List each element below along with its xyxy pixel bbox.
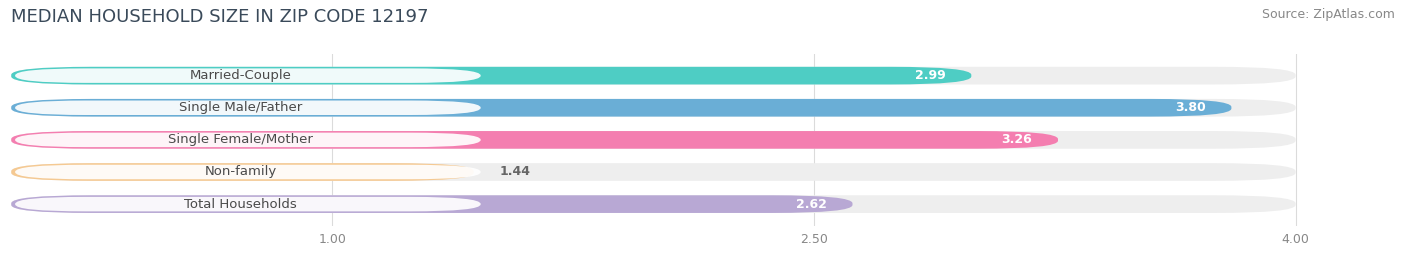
Text: Single Male/Father: Single Male/Father — [179, 101, 302, 114]
FancyBboxPatch shape — [11, 67, 972, 84]
FancyBboxPatch shape — [11, 131, 1057, 149]
Text: 3.26: 3.26 — [1001, 133, 1032, 146]
FancyBboxPatch shape — [11, 163, 1295, 181]
Text: Non-family: Non-family — [205, 165, 277, 179]
FancyBboxPatch shape — [11, 195, 852, 213]
Text: Married-Couple: Married-Couple — [190, 69, 292, 82]
FancyBboxPatch shape — [11, 163, 474, 181]
Text: 2.99: 2.99 — [915, 69, 946, 82]
Text: Total Households: Total Households — [184, 198, 297, 211]
Text: Single Female/Mother: Single Female/Mother — [169, 133, 314, 146]
FancyBboxPatch shape — [15, 68, 481, 83]
FancyBboxPatch shape — [11, 67, 1295, 84]
FancyBboxPatch shape — [15, 165, 481, 179]
Text: 3.80: 3.80 — [1175, 101, 1206, 114]
FancyBboxPatch shape — [11, 99, 1295, 116]
FancyBboxPatch shape — [15, 133, 481, 147]
Text: 1.44: 1.44 — [499, 165, 530, 179]
FancyBboxPatch shape — [15, 197, 481, 211]
FancyBboxPatch shape — [11, 195, 1295, 213]
FancyBboxPatch shape — [15, 101, 481, 115]
Text: MEDIAN HOUSEHOLD SIZE IN ZIP CODE 12197: MEDIAN HOUSEHOLD SIZE IN ZIP CODE 12197 — [11, 8, 429, 26]
FancyBboxPatch shape — [11, 99, 1232, 116]
FancyBboxPatch shape — [11, 131, 1295, 149]
Text: 2.62: 2.62 — [796, 198, 827, 211]
Text: Source: ZipAtlas.com: Source: ZipAtlas.com — [1261, 8, 1395, 21]
